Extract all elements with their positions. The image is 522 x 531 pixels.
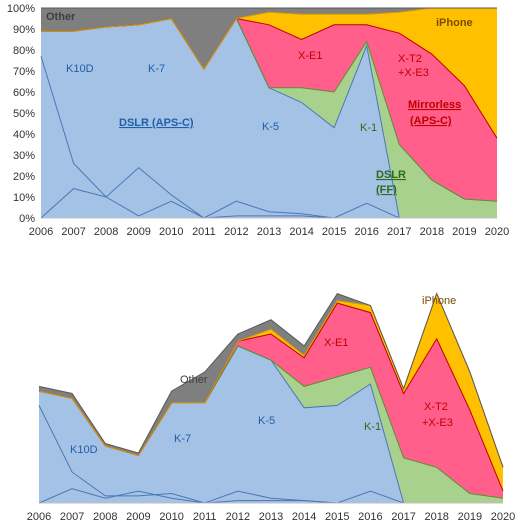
label-dslr-ff-sub: (FF) (376, 184, 397, 196)
bottom-chart: 2006 2007 2008 2009 2010 2011 2012 2013 2014 2015… (27, 292, 515, 523)
x-tick-label: 2013 (259, 511, 283, 523)
x-tick-label: 2007 (61, 226, 85, 238)
label-k1: K-1 (360, 122, 377, 134)
area-other-edge (38, 292, 504, 468)
label-xe1: X-E1 (298, 50, 322, 62)
area-dslr-ff (41, 18, 497, 218)
x-tick-label: 2009 (126, 511, 150, 523)
area-dslr-ff (39, 345, 503, 503)
x-tick-label: 2006 (27, 511, 51, 523)
x-tick-label: 2007 (60, 511, 84, 523)
y-tick-label: 0% (19, 213, 35, 225)
label-xe1-2: X-E1 (324, 337, 348, 349)
label-k10d-2: K10D (70, 444, 98, 456)
x-tick-label: 2016 (354, 226, 378, 238)
x-tick-label: 2020 (485, 226, 509, 238)
y-tick-label: 20% (13, 171, 35, 183)
area-iphone-edge (41, 7, 497, 70)
area-other (41, 8, 497, 69)
label-k7: K-7 (148, 63, 165, 75)
x-tick-label: 2012 (224, 226, 248, 238)
x-tick-label: 2019 (452, 226, 476, 238)
y-tick-label: 60% (13, 87, 35, 99)
y-tick-label: 100% (7, 3, 35, 15)
label-k5: K-5 (262, 121, 279, 133)
y-tick-label: 40% (13, 129, 35, 141)
x-tick-label: 2014 (289, 226, 313, 238)
x-tick-label: 2014 (292, 511, 316, 523)
y-tick-label: 70% (13, 66, 35, 78)
x-tick-label: 2006 (29, 226, 53, 238)
y-tick-label: 50% (13, 108, 35, 120)
x-tick-label: 2013 (257, 226, 281, 238)
label-dslr-ff: DSLR (376, 169, 406, 181)
label-mirrorless-apsc: (APS-C) (410, 115, 452, 127)
label-xe3: +X-E3 (398, 67, 429, 79)
label-other-2: Other (180, 374, 208, 386)
x-tick-label: 2008 (93, 511, 117, 523)
x-tick-label: 2016 (358, 511, 382, 523)
label-xe3-2: +X-E3 (422, 417, 453, 429)
x-tick-label: 2010 (159, 226, 183, 238)
x-tick-label: 2011 (192, 226, 216, 238)
area-mirrorless-apsc (39, 303, 503, 499)
label-k10d: K10D (66, 63, 94, 75)
label-k7-2: K-7 (174, 433, 191, 445)
area-dslr-apsc (39, 345, 503, 503)
label-k5-2: K-5 (258, 415, 275, 427)
x-tick-label: 2010 (159, 511, 183, 523)
x-tick-label: 2015 (322, 226, 346, 238)
top-chart: 2006 2007 2008 2009 2010 2011 2012 2013 2014 2015… (7, 3, 509, 238)
label-xt2: X-T2 (398, 53, 422, 65)
x-tick-label: 2012 (226, 511, 250, 523)
label-k1-2: K-1 (364, 421, 381, 433)
x-tick-label: 2009 (126, 226, 150, 238)
area-dslr-apsc (41, 18, 497, 218)
x-tick-label: 2020 (491, 511, 515, 523)
label-iphone: iPhone (436, 17, 473, 29)
x-tick-label: 2015 (325, 511, 349, 523)
x-tick-label: 2008 (94, 226, 118, 238)
x-tick-label: 2011 (193, 511, 217, 523)
x-tick-label: 2019 (458, 511, 482, 523)
area-mirrorless-apsc (41, 18, 497, 202)
x-tick-label: 2018 (424, 511, 448, 523)
label-xt2-2: X-T2 (424, 401, 448, 413)
label-iphone-2: iPhone (422, 295, 456, 307)
y-tick-label: 30% (13, 150, 35, 162)
y-tick-label: 80% (13, 45, 35, 57)
y-tick-label: 90% (13, 24, 35, 36)
label-other: Other (46, 11, 76, 23)
x-tick-label: 2017 (387, 226, 411, 238)
y-tick-label: 10% (13, 192, 35, 204)
area-iphone (41, 8, 497, 139)
x-tick-label: 2017 (391, 511, 415, 523)
area-other (39, 293, 503, 468)
x-tick-label: 2018 (420, 226, 444, 238)
area-iphone (39, 293, 503, 492)
label-dslr-apsc: DSLR (APS-C) (119, 117, 194, 129)
label-mirrorless: Mirrorless (408, 99, 461, 111)
